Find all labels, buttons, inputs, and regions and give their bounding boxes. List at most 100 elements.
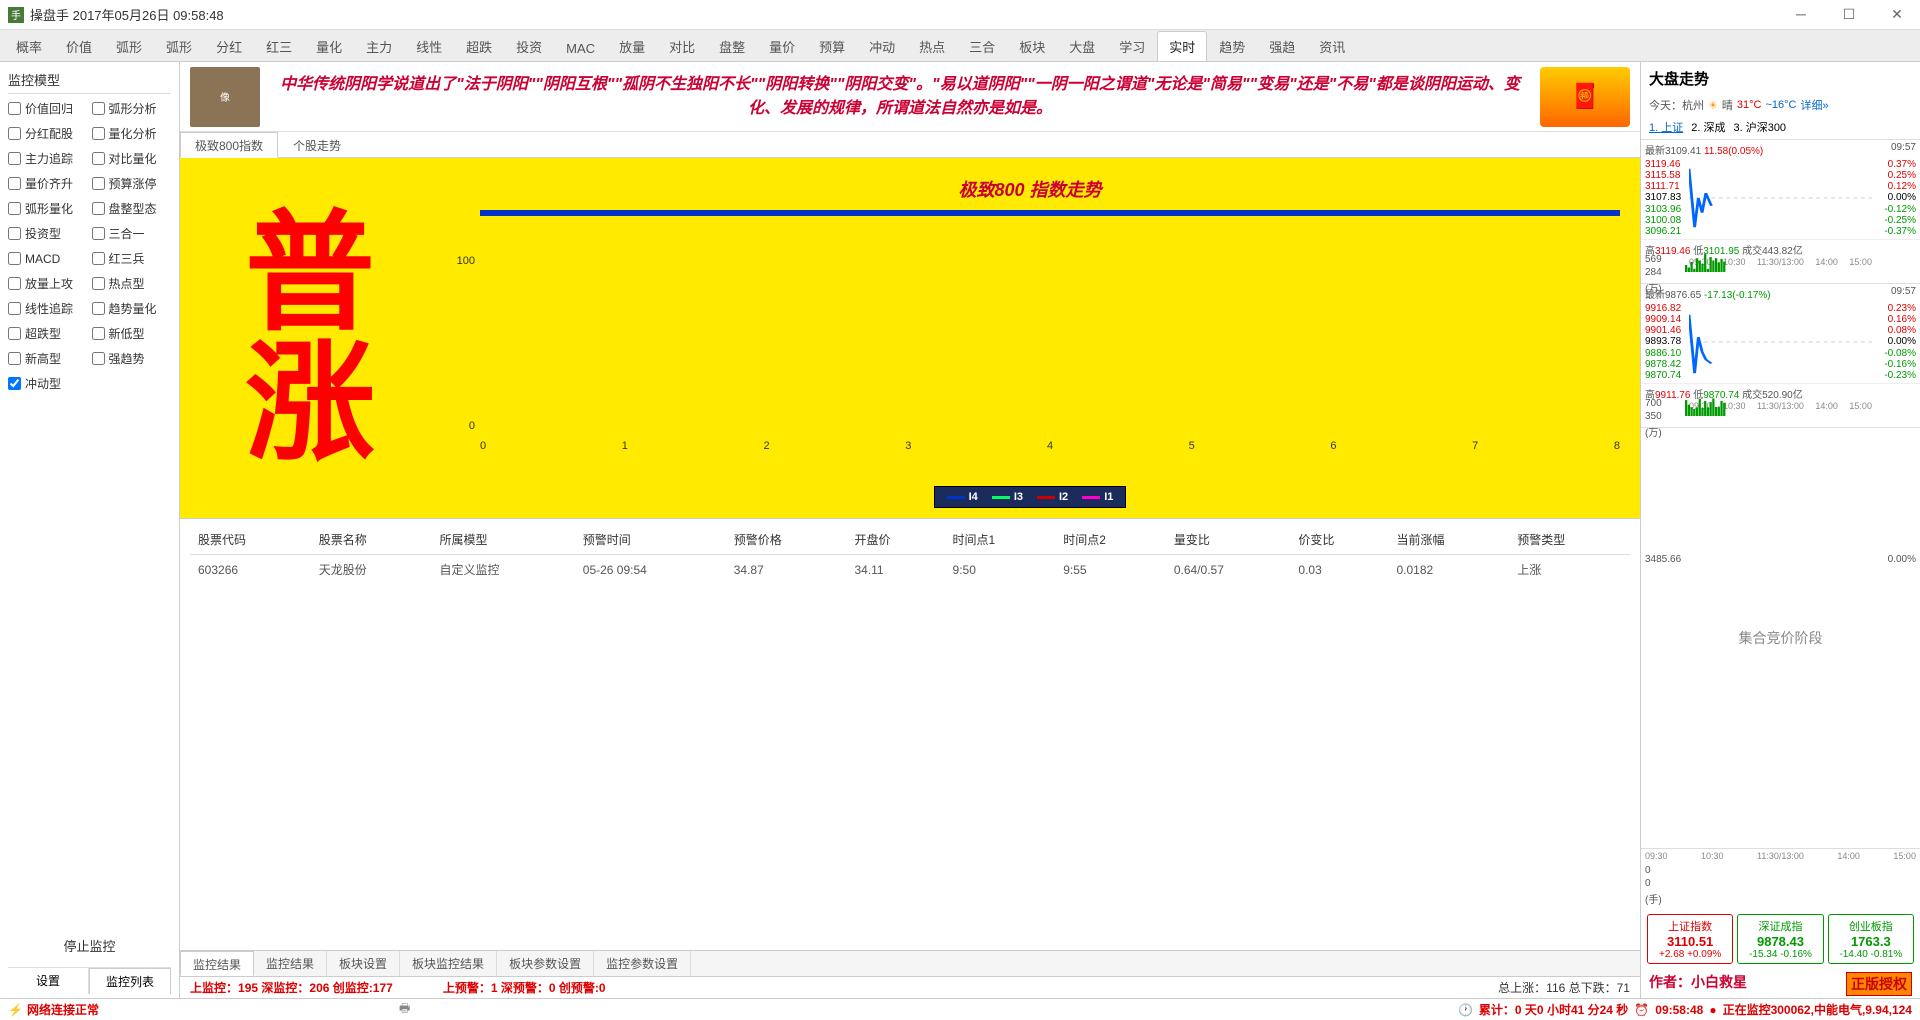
summary-counts: 总上涨：116 总下跌：71 (1498, 979, 1630, 996)
chart-sub-tab[interactable]: 极致800指数 (180, 132, 278, 158)
index-tab[interactable]: 2. 深成 (1691, 119, 1725, 135)
alarm-icon: ⏰ (1634, 1003, 1649, 1017)
main-tab[interactable]: 线性 (404, 31, 454, 61)
main-tab[interactable]: 投资 (504, 31, 554, 61)
index-tab[interactable]: 1. 上证 (1649, 119, 1683, 135)
auth-badge: 正版授权 (1846, 972, 1912, 996)
center-panel: 像 中华传统阴阳学说道出了"法于阴阳""阴阳互根""孤阴不生独阳不长""阴阳转换… (180, 62, 1640, 998)
index-summary-boxes: 上证指数3110.51+2.68 +0.09%深证成指9878.43-15.34… (1641, 908, 1920, 970)
model-checkbox[interactable]: 热点型 (92, 275, 172, 292)
chart-title: 极致800 指数走势 (440, 168, 1620, 210)
index-box[interactable]: 上证指数3110.51+2.68 +0.09% (1647, 914, 1733, 964)
model-checkbox[interactable]: 分红配股 (8, 125, 88, 142)
model-checkbox[interactable]: 超跌型 (8, 325, 88, 342)
main-tab[interactable]: MAC (554, 35, 607, 61)
main-tab[interactable]: 弧形 (104, 31, 154, 61)
main-tab[interactable]: 价值 (54, 31, 104, 61)
close-button[interactable]: ✕ (1882, 6, 1912, 23)
lower-tab[interactable]: 监控结果 (180, 951, 254, 976)
app-icon: 手 (8, 7, 24, 23)
banner: 像 中华传统阴阳学说道出了"法于阴阳""阴阳互根""孤阴不生独阳不长""阴阳转换… (180, 62, 1640, 132)
main-tab[interactable]: 弧形 (154, 31, 204, 61)
main-tab[interactable]: 分红 (204, 31, 254, 61)
chart-legend: I4I3I2I1 (440, 486, 1620, 508)
svg-text:手: 手 (11, 9, 21, 22)
model-checkbox[interactable]: 放量上攻 (8, 275, 88, 292)
stop-monitor-button[interactable]: 停止监控 (8, 924, 171, 967)
window-title: 操盘手 2017年05月26日 09:58:48 (30, 5, 224, 24)
lower-tab[interactable]: 板块设置 (327, 951, 400, 976)
sun-icon: ☀ (1708, 99, 1718, 112)
model-checkbox[interactable]: 冲动型 (8, 375, 88, 392)
alert-counts: 上预警：1 深预警：0 创预警:0 (443, 979, 606, 996)
lower-tab[interactable]: 监控参数设置 (594, 951, 691, 976)
main-tab[interactable]: 趋势 (1207, 31, 1257, 61)
monitor-counts: 上监控：195 深监控：206 创监控:177 (190, 979, 393, 996)
model-checkbox[interactable]: 量价齐升 (8, 175, 88, 192)
index-box[interactable]: 深证成指9878.43-15.34 -0.16% (1737, 914, 1823, 964)
model-checkbox[interactable]: 弧形分析 (92, 100, 172, 117)
mini-chart-sh: 最新3109.41 11.58(0.05%) 09:57 3119.463115… (1641, 139, 1920, 239)
model-checkbox[interactable]: 线性追踪 (8, 300, 88, 317)
model-checkbox[interactable]: 新低型 (92, 325, 172, 342)
weather-detail-link[interactable]: 详细» (1800, 97, 1828, 113)
main-tab[interactable]: 三合 (957, 31, 1007, 61)
monitor-model-checklist: 价值回归 弧形分析 分红配股 量化分析 主力追踪 对比量化 量价齐升 预算涨停 … (8, 100, 171, 392)
sidebar-bottom-tab[interactable]: 监控列表 (89, 968, 171, 994)
index-tab[interactable]: 3. 沪深300 (1733, 119, 1786, 135)
model-checkbox[interactable]: 预算涨停 (92, 175, 172, 192)
model-checkbox[interactable]: 对比量化 (92, 150, 172, 167)
main-tab[interactable]: 大盘 (1057, 31, 1107, 61)
maximize-button[interactable]: ☐ (1834, 6, 1864, 23)
model-checkbox[interactable]: 盘整型态 (92, 200, 172, 217)
main-tab[interactable]: 量化 (304, 31, 354, 61)
table-header: 预警价格 (726, 525, 847, 555)
mini-vol-sz: 高9911.76 低9870.74 成交520.90亿 09:3010:3011… (1641, 383, 1920, 427)
main-tab[interactable]: 主力 (354, 31, 404, 61)
model-checkbox[interactable]: MACD (8, 250, 88, 267)
sidebar-bottom-tab[interactable]: 设置 (8, 968, 89, 994)
model-checkbox[interactable]: 红三兵 (92, 250, 172, 267)
table-header: 量变比 (1166, 525, 1291, 555)
minimize-button[interactable]: ─ (1786, 6, 1816, 23)
model-checkbox[interactable]: 价值回归 (8, 100, 88, 117)
chart-sub-tab[interactable]: 个股走势 (278, 132, 356, 157)
table-header: 股票代码 (190, 525, 311, 555)
main-tab[interactable]: 对比 (657, 31, 707, 61)
main-tab[interactable]: 放量 (607, 31, 657, 61)
model-checkbox[interactable]: 投资型 (8, 225, 88, 242)
model-checkbox[interactable]: 三合一 (92, 225, 172, 242)
main-tab[interactable]: 红三 (254, 31, 304, 61)
main-tab[interactable]: 强趋 (1257, 31, 1307, 61)
main-tab[interactable]: 学习 (1107, 31, 1157, 61)
main-tab[interactable]: 概率 (4, 31, 54, 61)
weather-line: 今天：杭州 ☀ 晴 31°C ~16°C 详细» (1641, 95, 1920, 115)
lower-tab[interactable]: 板块监控结果 (400, 951, 497, 976)
main-tab[interactable]: 实时 (1157, 31, 1207, 61)
main-tab[interactable]: 冲动 (857, 31, 907, 61)
main-tab[interactable]: 预算 (807, 31, 857, 61)
index-box[interactable]: 创业板指1763.3-14.40 -0.81% (1828, 914, 1914, 964)
main-tab[interactable]: 热点 (907, 31, 957, 61)
main-tab[interactable]: 资讯 (1307, 31, 1357, 61)
main-tab[interactable]: 量价 (757, 31, 807, 61)
mini-vol-sh: 高3119.46 低3101.95 成交443.82亿 09:3010:3011… (1641, 239, 1920, 283)
model-checkbox[interactable]: 量化分析 (92, 125, 172, 142)
table-row[interactable]: 603266天龙股份自定义监控05-26 09:5434.8734.119:50… (190, 555, 1630, 585)
lower-tab[interactable]: 板块参数设置 (497, 951, 594, 976)
placeholder-chart: 3485.66 集合竞价阶段 0.00% (1641, 427, 1920, 848)
main-tab[interactable]: 板块 (1007, 31, 1057, 61)
model-checkbox[interactable]: 弧形量化 (8, 200, 88, 217)
lower-tab[interactable]: 监控结果 (254, 951, 327, 976)
table-header: 股票名称 (311, 525, 432, 555)
model-checkbox[interactable]: 新高型 (8, 350, 88, 367)
current-time: 09:58:48 (1655, 1003, 1703, 1017)
main-tab[interactable]: 超跌 (454, 31, 504, 61)
model-checkbox[interactable]: 强趋势 (92, 350, 172, 367)
chart-area: 普涨 极致800 指数走势 1000 012345678 I4I3I2I1 (180, 158, 1640, 518)
main-tab-strip: 概率价值弧形弧形分红红三量化主力线性超跌投资MAC放量对比盘整量价预算冲动热点三… (0, 30, 1920, 62)
model-checkbox[interactable]: 趋势量化 (92, 300, 172, 317)
model-checkbox[interactable]: 主力追踪 (8, 150, 88, 167)
table-header: 开盘价 (846, 525, 944, 555)
main-tab[interactable]: 盘整 (707, 31, 757, 61)
